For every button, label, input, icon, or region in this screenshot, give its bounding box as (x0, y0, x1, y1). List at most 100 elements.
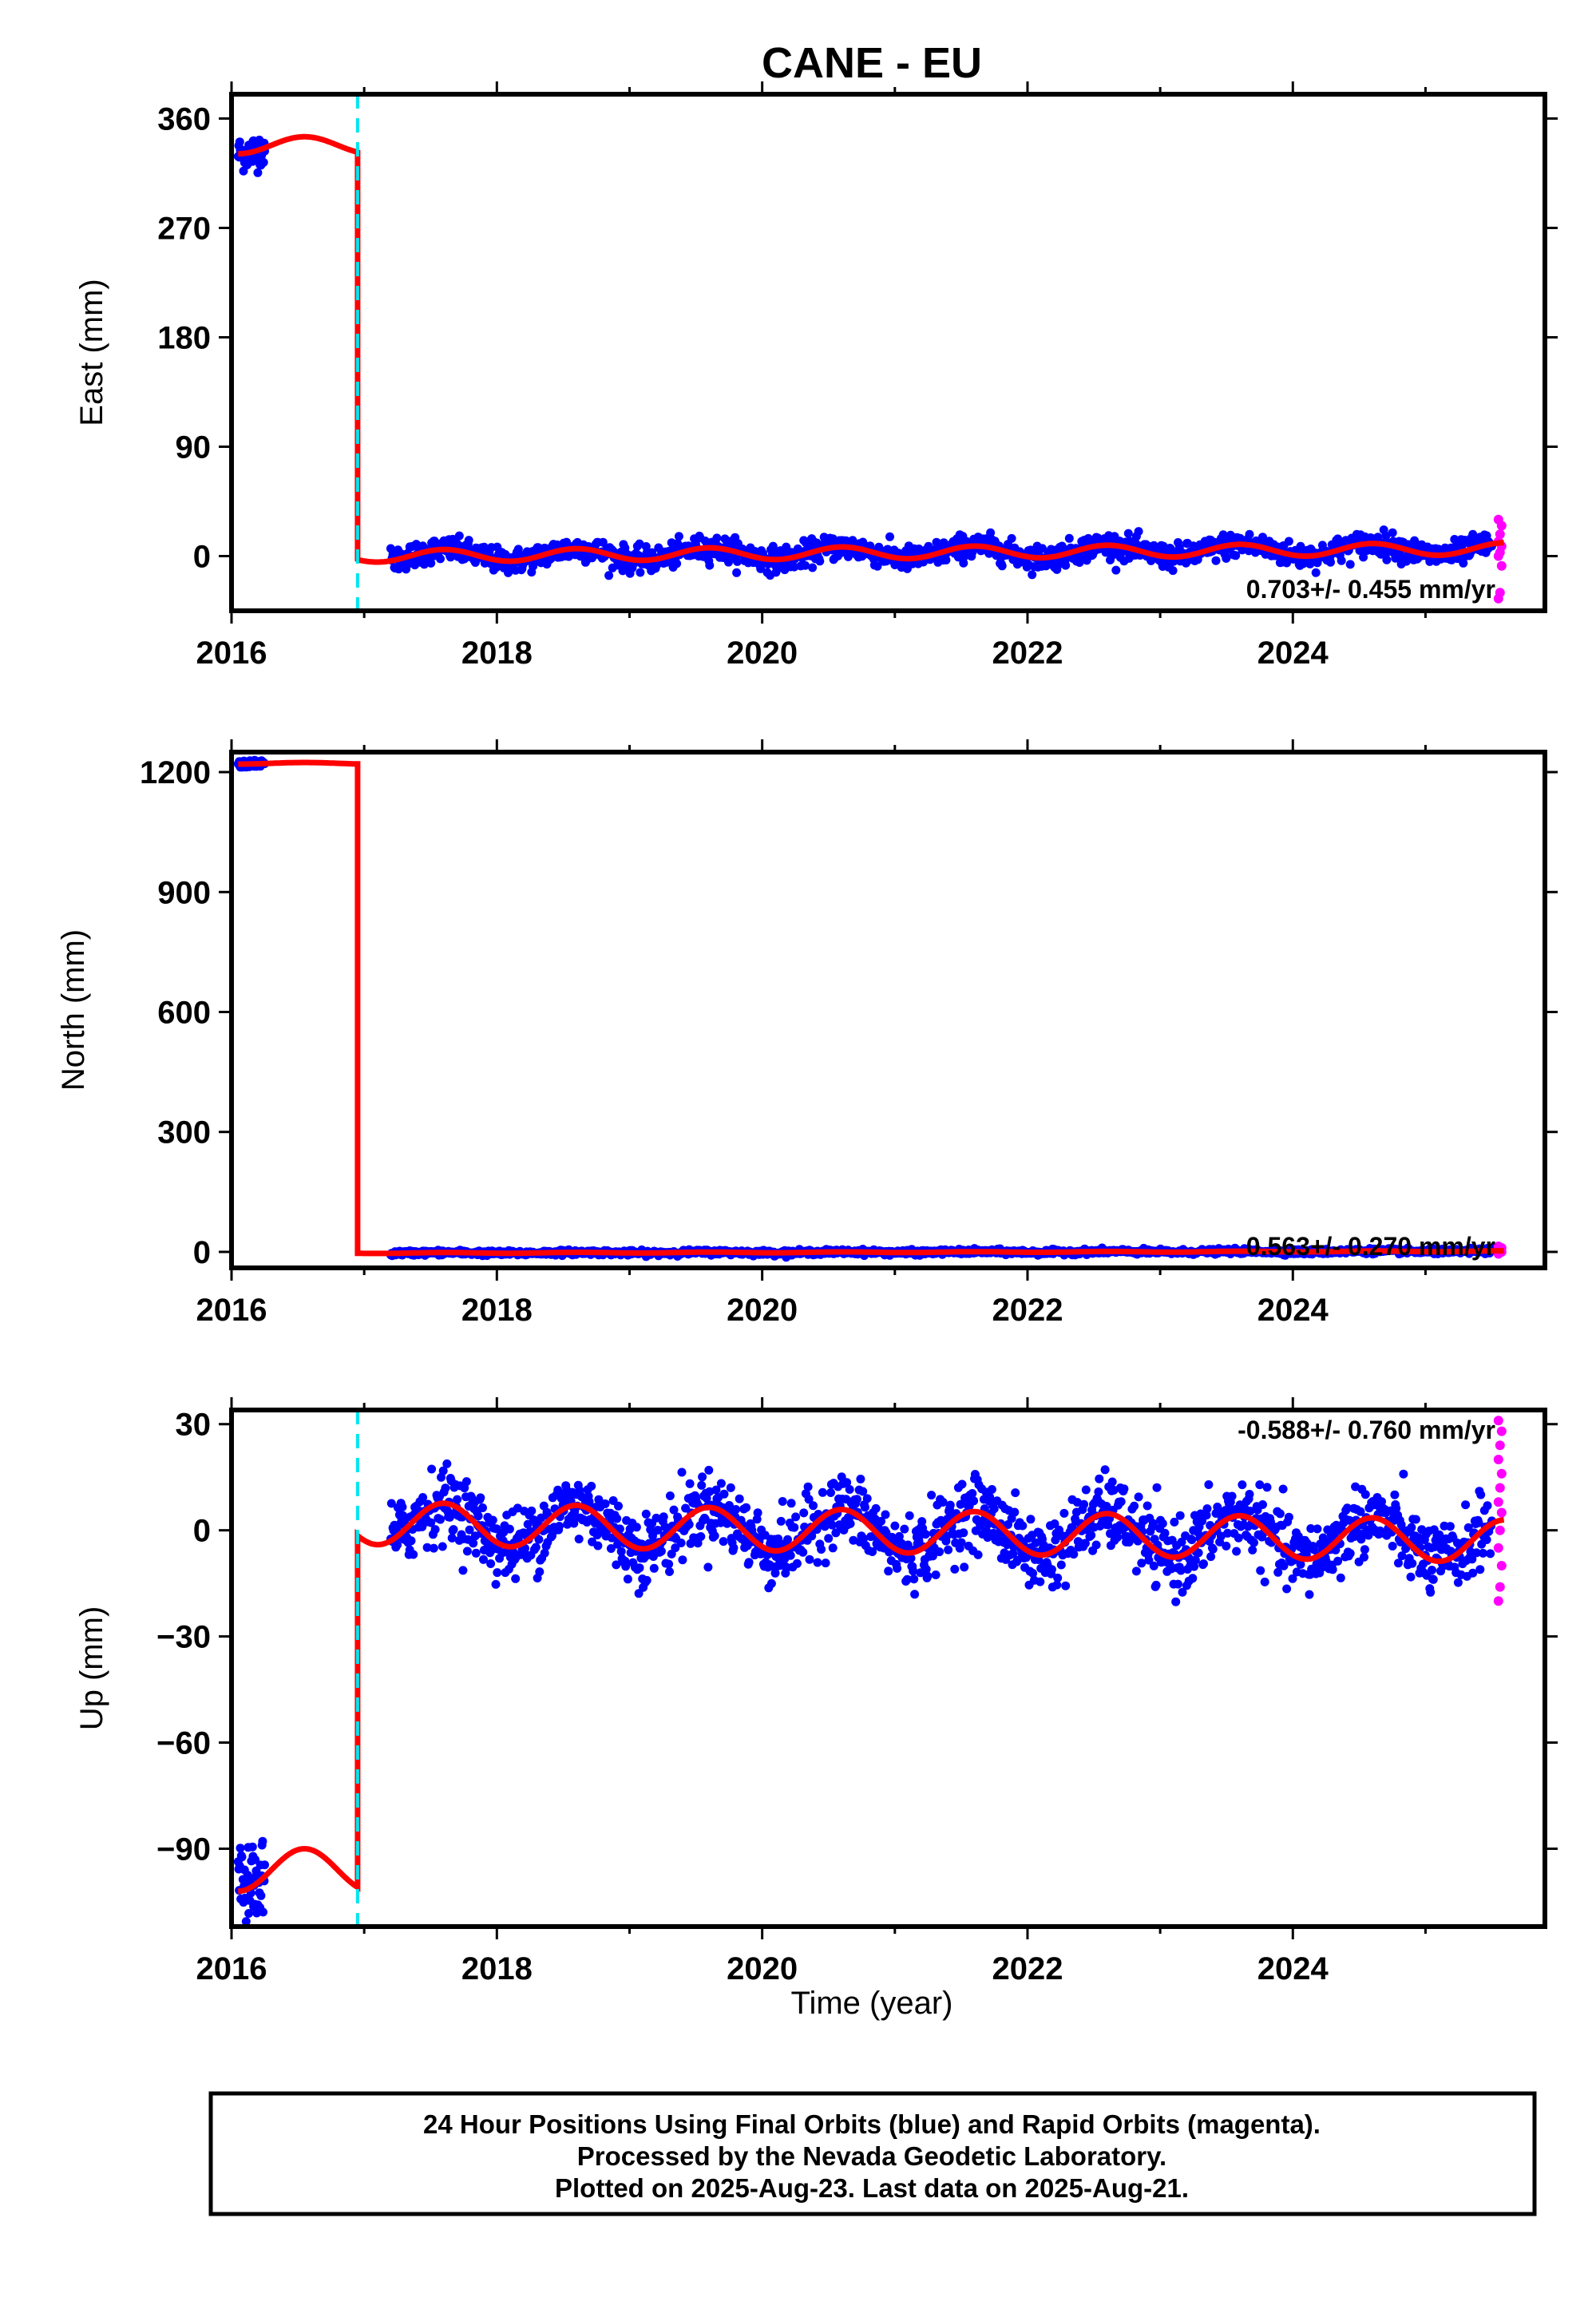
final-orbit-point (1187, 1535, 1197, 1544)
final-orbit-point (705, 560, 715, 570)
final-orbit-point (803, 1482, 813, 1491)
model-fit-line (238, 133, 1504, 565)
final-orbit-point (1134, 527, 1143, 537)
final-orbit-point (1359, 553, 1368, 562)
rapid-orbit-point (1493, 1497, 1503, 1507)
final-orbit-point (1170, 1517, 1179, 1527)
x-tick-label: 2024 (1257, 1951, 1329, 1986)
x-tick-label: 2024 (1257, 1293, 1329, 1328)
final-orbit-point (881, 1510, 890, 1519)
final-orbit-point (1160, 1528, 1170, 1538)
final-orbit-point (1081, 1485, 1091, 1495)
final-orbit-point (801, 560, 810, 570)
final-orbit-point (712, 533, 722, 543)
final-orbit-point (1151, 1580, 1161, 1590)
rapid-orbit-point (1496, 1507, 1507, 1518)
final-orbit-point (1007, 533, 1016, 543)
rapid-orbit-point (1493, 1543, 1503, 1553)
final-orbit-point (824, 1534, 834, 1543)
final-orbit-points (233, 135, 1496, 580)
x-tick-label: 2018 (461, 1951, 533, 1986)
final-orbit-point (1202, 1504, 1212, 1514)
final-orbit-point (790, 1523, 799, 1532)
final-orbit-point (1333, 1556, 1343, 1566)
rapid-orbit-points (1493, 514, 1507, 604)
y-tick-label: 360 (157, 101, 211, 137)
final-orbit-point (505, 1524, 514, 1534)
y-tick-label: 300 (157, 1115, 211, 1151)
velocity-label: 0.563+/- 0.270 mm/yr (1246, 1232, 1495, 1261)
final-orbit-point (856, 1475, 865, 1483)
final-orbit-point (1428, 1574, 1438, 1584)
final-orbit-point (1087, 1531, 1096, 1540)
y-tick-label: 30 (176, 1408, 212, 1443)
final-orbit-point (1278, 1484, 1288, 1494)
plot-frame (229, 750, 1547, 1270)
rapid-orbit-point (1496, 560, 1507, 571)
final-orbit-point (921, 1530, 930, 1539)
final-orbit-point (248, 1842, 257, 1852)
figure-title: CANE - EU (762, 39, 982, 87)
final-orbit-point (587, 1481, 596, 1491)
final-orbit-point (656, 1547, 666, 1556)
final-orbit-point (1174, 1579, 1182, 1589)
final-orbit-point (511, 1574, 521, 1583)
final-orbit-point (909, 1574, 919, 1584)
final-orbit-point (1345, 1549, 1355, 1559)
final-orbit-point (1245, 529, 1254, 539)
final-orbit-point (1450, 535, 1459, 544)
final-orbit-point (555, 1522, 564, 1531)
final-orbit-point (632, 1523, 641, 1532)
final-orbit-point (885, 532, 894, 541)
final-orbit-point (1258, 1500, 1267, 1509)
final-orbit-point (1260, 1577, 1269, 1586)
final-orbit-point (791, 1512, 801, 1522)
final-orbit-point (436, 1515, 445, 1524)
rapid-orbit-point (1495, 529, 1505, 540)
final-orbit-point (1199, 1559, 1208, 1569)
final-orbit-point (1256, 1566, 1265, 1575)
final-orbit-point (464, 536, 473, 545)
final-orbit-point (1390, 1490, 1400, 1499)
final-orbit-point (910, 1590, 920, 1599)
final-orbit-point (813, 1558, 822, 1567)
final-orbit-point (909, 1566, 918, 1576)
final-orbit-point (726, 1483, 735, 1492)
final-orbit-point (676, 1539, 686, 1547)
final-orbit-points (233, 1459, 1496, 1927)
final-orbit-point (1171, 1597, 1181, 1606)
final-orbit-point (986, 528, 996, 537)
final-orbit-point (1459, 558, 1468, 568)
final-orbit-point (488, 1515, 497, 1525)
plot-frame (229, 92, 1547, 613)
final-orbit-point (792, 1559, 802, 1568)
final-orbit-point (236, 1844, 245, 1853)
final-orbit-point (1382, 555, 1392, 564)
rapid-orbit-point (1495, 1582, 1505, 1592)
final-orbit-point (454, 531, 464, 541)
final-orbit-point (989, 1504, 999, 1514)
y-axis-label: East (mm) (74, 279, 109, 426)
final-orbit-point (473, 1511, 483, 1521)
final-orbit-point (260, 1860, 269, 1870)
x-tick-label: 2016 (196, 636, 267, 671)
final-orbit-point (462, 1547, 472, 1556)
final-orbit-point (665, 1491, 675, 1500)
final-orbit-point (1152, 1483, 1162, 1492)
final-orbit-point (1091, 1540, 1101, 1550)
final-orbit-point (471, 1548, 481, 1558)
final-orbit-point (635, 1563, 644, 1573)
plot-area (233, 94, 1507, 611)
final-orbit-point (1468, 529, 1478, 539)
final-orbit-point (453, 1495, 462, 1504)
final-orbit-point (1011, 1488, 1020, 1498)
final-orbit-point (677, 1467, 687, 1477)
final-orbit-point (846, 1519, 855, 1528)
final-orbit-point (398, 1503, 407, 1511)
final-orbit-point (1411, 1515, 1420, 1524)
final-orbit-point (1069, 1550, 1079, 1559)
final-orbit-point (1482, 1535, 1491, 1544)
final-orbit-point (486, 1559, 496, 1568)
final-orbit-point (672, 559, 682, 568)
